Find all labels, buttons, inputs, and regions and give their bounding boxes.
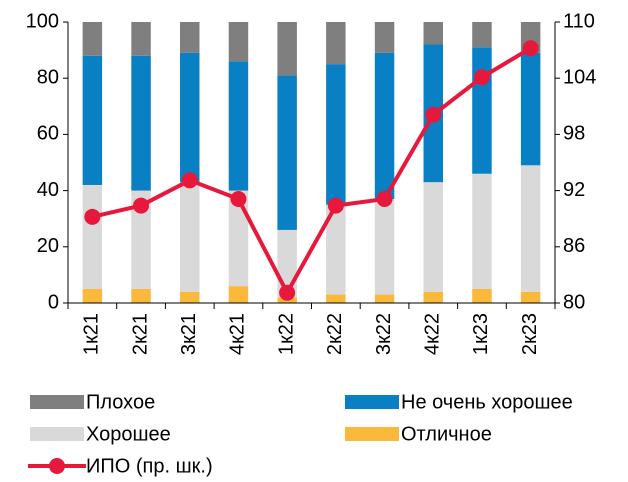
y2-tick-label: 86	[563, 235, 585, 257]
y-tick-label: 100	[26, 10, 59, 32]
line-marker	[84, 208, 101, 225]
y2-tick-label: 98	[563, 123, 585, 145]
line-marker	[522, 40, 539, 57]
x-tick-label: 2к21	[129, 313, 151, 355]
bar-segment	[277, 75, 297, 230]
line-marker	[230, 191, 247, 208]
bar-segment	[82, 288, 103, 303]
line-marker	[181, 172, 198, 189]
legend-label: Хорошее	[86, 423, 171, 445]
legend-swatch	[345, 427, 399, 441]
bar-segment	[180, 291, 200, 303]
bar-segment	[374, 52, 395, 200]
y-tick-label: 20	[37, 235, 59, 257]
line-marker	[425, 106, 442, 123]
bar-segment	[472, 173, 492, 289]
x-tick-label: 1к22	[275, 313, 297, 355]
bar-segment	[472, 288, 492, 303]
bar-segment	[131, 190, 151, 289]
bar-segment	[228, 61, 249, 191]
bar-segment	[131, 288, 151, 303]
y-tick-label: 0	[48, 291, 59, 313]
bar-segment	[180, 22, 200, 53]
x-tick-label: 3к21	[178, 313, 200, 355]
legend-swatch	[345, 395, 399, 409]
bar-segment	[423, 182, 443, 292]
bar-segment	[520, 52, 541, 166]
x-tick-label: 1к21	[81, 313, 103, 355]
bar-segment	[326, 64, 346, 205]
bar-segment	[228, 190, 249, 287]
bar-segment	[374, 294, 395, 303]
line-marker	[376, 191, 393, 208]
legend-label: ИПО (пр. шк.)	[86, 455, 213, 477]
legend-label: Отличное	[401, 423, 492, 445]
line-marker	[327, 197, 344, 214]
bar-segment	[131, 55, 151, 191]
bar-segment	[180, 182, 200, 292]
legend-swatch	[30, 395, 84, 409]
bar-segment	[228, 22, 249, 62]
line-marker	[133, 197, 150, 214]
y2-tick-label: 92	[563, 179, 585, 201]
bar-segment	[277, 22, 297, 76]
bar-segment	[326, 204, 346, 295]
x-tick-label: 3к22	[373, 313, 395, 355]
legend-label: Плохое	[86, 391, 155, 413]
y-tick-label: 60	[37, 123, 59, 145]
x-tick-label: 4к21	[227, 313, 249, 355]
legend-marker	[49, 458, 65, 474]
line-marker	[279, 284, 296, 301]
bar-segment	[423, 291, 443, 303]
x-tick-label: 1к23	[470, 313, 492, 355]
y2-tick-label: 104	[563, 66, 596, 88]
bar-segment	[228, 286, 249, 303]
y2-tick-label: 110	[563, 10, 595, 32]
bar-segment	[520, 291, 541, 303]
y-tick-label: 40	[37, 179, 59, 201]
bar-segment	[520, 165, 541, 292]
y2-tick-label: 80	[563, 291, 585, 313]
bar-segment	[423, 22, 443, 45]
x-tick-label: 2к23	[519, 313, 541, 355]
bar-segment	[326, 294, 346, 303]
legend-label: Не очень хорошее	[401, 391, 573, 413]
line	[91, 46, 532, 297]
bar-segment	[82, 184, 103, 289]
bar-segment	[180, 52, 200, 183]
x-tick-label: 2к22	[324, 313, 346, 355]
bar-segment	[82, 55, 103, 185]
y-tick-label: 80	[37, 66, 59, 88]
bar-segment	[472, 47, 492, 174]
x-tick-label: 4к22	[422, 313, 444, 355]
bar-segment	[326, 22, 346, 65]
bar-segment	[374, 199, 395, 295]
bar-segment	[131, 22, 151, 56]
bar-segment	[82, 22, 103, 56]
line-marker	[473, 69, 490, 86]
bar-segment	[472, 22, 492, 48]
legend-swatch	[30, 427, 84, 441]
bar-segment	[374, 22, 395, 53]
